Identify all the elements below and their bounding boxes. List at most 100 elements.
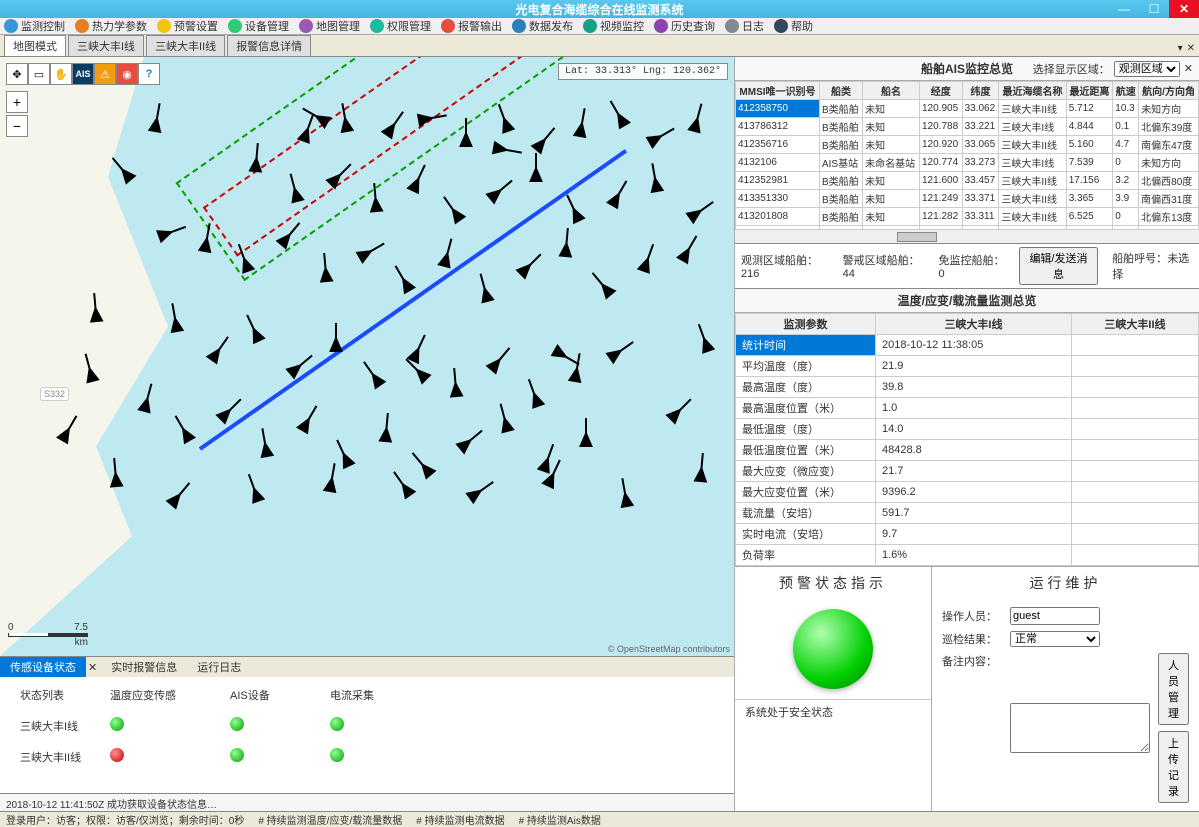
ship-marker-icon[interactable] bbox=[687, 205, 705, 223]
zoom-in-button[interactable]: + bbox=[6, 91, 28, 113]
ship-marker-icon[interactable] bbox=[249, 157, 262, 172]
ship-marker-icon[interactable] bbox=[259, 441, 273, 457]
ship-marker-icon[interactable] bbox=[569, 366, 583, 382]
ship-marker-icon[interactable] bbox=[417, 460, 435, 478]
table-row[interactable]: 413351330B类船舶未知121.24933.371三峡大丰II线3.365… bbox=[736, 190, 1199, 208]
ship-marker-icon[interactable] bbox=[580, 432, 592, 446]
table-row[interactable]: 412356716B类船舶未知120.92033.065三峡大丰II线5.160… bbox=[736, 136, 1199, 154]
hand-tool-icon[interactable]: ✋ bbox=[50, 63, 72, 85]
ship-marker-icon[interactable] bbox=[457, 435, 475, 453]
menu-权限管理[interactable]: 权限管理 bbox=[370, 18, 431, 34]
table-row[interactable]: 413786312B类船舶未知120.78833.221三峡大丰I线4.8440… bbox=[736, 118, 1199, 136]
ship-marker-icon[interactable] bbox=[449, 382, 462, 397]
hscroll-bar[interactable] bbox=[735, 229, 1199, 243]
ship-marker-icon[interactable] bbox=[638, 255, 654, 272]
ship-marker-icon[interactable] bbox=[297, 415, 314, 433]
ship-marker-icon[interactable] bbox=[397, 275, 414, 293]
ship-marker-icon[interactable] bbox=[288, 186, 303, 203]
ship-marker-icon[interactable] bbox=[357, 245, 375, 262]
ship-marker-icon[interactable] bbox=[552, 345, 570, 362]
ship-marker-icon[interactable] bbox=[319, 267, 332, 282]
maximize-button[interactable]: ☐ bbox=[1139, 0, 1169, 18]
close-button[interactable]: ✕ bbox=[1169, 0, 1199, 18]
menu-报警输出[interactable]: 报警输出 bbox=[441, 18, 502, 34]
result-select[interactable]: 正常 bbox=[1010, 631, 1100, 647]
help-tool-icon[interactable]: ? bbox=[138, 63, 160, 85]
ship-marker-icon[interactable] bbox=[367, 370, 385, 388]
menu-数据发布[interactable]: 数据发布 bbox=[512, 18, 573, 34]
menu-热力学参数[interactable]: 热力学参数 bbox=[75, 18, 147, 34]
minimize-button[interactable]: — bbox=[1109, 0, 1139, 18]
ship-marker-icon[interactable] bbox=[169, 316, 183, 332]
bottom-tab[interactable]: 运行日志 bbox=[187, 657, 251, 677]
ship-marker-icon[interactable] bbox=[408, 345, 425, 363]
ship-marker-icon[interactable] bbox=[199, 236, 213, 252]
ship-marker-icon[interactable] bbox=[649, 176, 663, 192]
menu-设备管理[interactable]: 设备管理 bbox=[228, 18, 289, 34]
ship-marker-icon[interactable] bbox=[574, 121, 588, 137]
ship-marker-icon[interactable] bbox=[677, 245, 694, 263]
alarm-tool-icon[interactable]: ⚠ bbox=[94, 63, 116, 85]
ship-marker-icon[interactable] bbox=[369, 197, 382, 212]
region-select[interactable]: 观测区域 bbox=[1114, 61, 1180, 77]
menu-预警设置[interactable]: 预警设置 bbox=[157, 18, 218, 34]
ship-marker-icon[interactable] bbox=[109, 472, 122, 487]
ship-marker-icon[interactable] bbox=[177, 425, 194, 443]
ship-marker-icon[interactable] bbox=[408, 175, 425, 193]
bottom-tab-close-icon[interactable]: ✕ bbox=[84, 661, 101, 674]
ship-marker-icon[interactable] bbox=[530, 167, 542, 181]
ship-marker-icon[interactable] bbox=[667, 405, 685, 423]
ship-marker-icon[interactable] bbox=[568, 205, 585, 223]
ship-marker-icon[interactable] bbox=[532, 135, 550, 153]
camera-tool-icon[interactable]: ◉ bbox=[116, 63, 138, 85]
ship-marker-icon[interactable] bbox=[487, 185, 505, 203]
note-textarea[interactable] bbox=[1010, 703, 1150, 753]
upload-record-button[interactable]: 上传记录 bbox=[1158, 731, 1189, 803]
ship-marker-icon[interactable] bbox=[167, 490, 185, 508]
ship-marker-icon[interactable] bbox=[694, 467, 707, 482]
ship-marker-icon[interactable] bbox=[597, 280, 615, 298]
ship-marker-icon[interactable] bbox=[324, 476, 338, 492]
ship-marker-icon[interactable] bbox=[217, 405, 235, 423]
ship-marker-icon[interactable] bbox=[487, 355, 505, 373]
ship-marker-icon[interactable] bbox=[330, 337, 342, 351]
ship-marker-icon[interactable] bbox=[248, 485, 264, 502]
menu-日志[interactable]: 日志 bbox=[725, 18, 764, 34]
table-row[interactable]: 413201808B类船舶未知121.28233.311三峡大丰II线6.525… bbox=[736, 208, 1199, 226]
menu-监测控制[interactable]: 监测控制 bbox=[4, 18, 65, 34]
ship-marker-icon[interactable] bbox=[338, 450, 355, 468]
table-row[interactable]: 412358750B类船舶未知120.90533.062三峡大丰II线5.712… bbox=[736, 100, 1199, 118]
ship-marker-icon[interactable] bbox=[612, 110, 629, 128]
staff-manage-button[interactable]: 人员管理 bbox=[1158, 653, 1189, 725]
menu-视频监控[interactable]: 视频监控 bbox=[583, 18, 644, 34]
menu-地图管理[interactable]: 地图管理 bbox=[299, 18, 360, 34]
ship-marker-icon[interactable] bbox=[698, 335, 714, 352]
ship-marker-icon[interactable] bbox=[467, 485, 485, 503]
ship-marker-icon[interactable] bbox=[397, 480, 415, 498]
ship-marker-icon[interactable] bbox=[498, 416, 513, 433]
bottom-tab[interactable]: 传感设备状态 bbox=[0, 657, 86, 677]
tab-close-icon[interactable]: ✕ bbox=[1187, 43, 1195, 54]
ship-marker-icon[interactable] bbox=[493, 142, 509, 156]
ship-marker-icon[interactable] bbox=[248, 325, 265, 343]
menu-历史查询[interactable]: 历史查询 bbox=[654, 18, 715, 34]
ship-marker-icon[interactable] bbox=[117, 165, 135, 183]
ship-marker-icon[interactable] bbox=[607, 190, 624, 208]
table-row[interactable]: 412352981B类船舶未知121.60033.457三峡大丰II线17.15… bbox=[736, 172, 1199, 190]
ship-marker-icon[interactable] bbox=[207, 345, 225, 363]
edit-send-button[interactable]: 编辑/发送消息 bbox=[1019, 247, 1098, 285]
ship-marker-icon[interactable] bbox=[559, 242, 572, 257]
ship-marker-icon[interactable] bbox=[647, 130, 665, 147]
ais-table[interactable]: MMSI唯一识别号船类船名经度纬度最近海缆名称最近距离航速航向/方向角41235… bbox=[735, 81, 1199, 229]
ship-marker-icon[interactable] bbox=[528, 390, 544, 407]
ship-marker-icon[interactable] bbox=[83, 366, 98, 383]
ship-marker-icon[interactable] bbox=[543, 470, 560, 488]
ship-marker-icon[interactable] bbox=[438, 251, 453, 268]
ship-marker-icon[interactable] bbox=[339, 116, 353, 132]
ship-marker-icon[interactable] bbox=[418, 112, 434, 126]
view-tab[interactable]: 地图模式 bbox=[4, 35, 66, 56]
ship-marker-icon[interactable] bbox=[412, 365, 430, 383]
ship-marker-icon[interactable] bbox=[688, 116, 703, 133]
ship-marker-icon[interactable] bbox=[447, 205, 465, 223]
ship-marker-icon[interactable] bbox=[89, 307, 102, 322]
